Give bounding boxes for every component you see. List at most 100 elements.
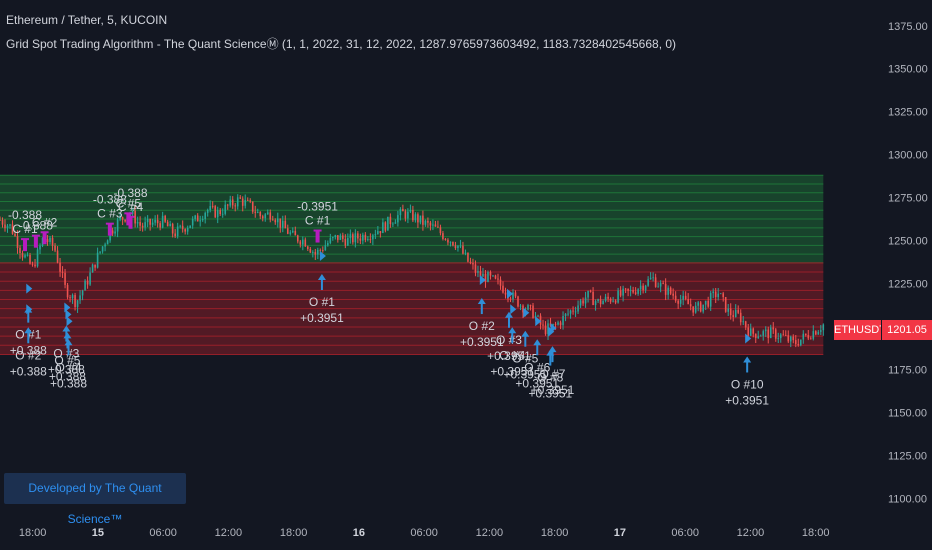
candle-body: [699, 302, 702, 312]
candle-body: [677, 300, 679, 304]
indicator-legend[interactable]: Grid Spot Trading Algorithm - The Quant …: [6, 37, 677, 51]
candle-body: [512, 292, 514, 300]
candle-body: [557, 322, 559, 325]
candle-body: [492, 275, 494, 277]
candle-body: [24, 255, 26, 258]
buy-label: O #1: [309, 295, 335, 309]
candle-body: [564, 313, 567, 316]
candle-body: [482, 273, 484, 277]
candle-body: [76, 300, 79, 307]
candle-body: [234, 205, 237, 207]
candle-body: [547, 323, 549, 335]
candle-body: [121, 217, 124, 220]
price-tick-label: 1150.00: [888, 407, 927, 419]
candle-body: [71, 295, 74, 299]
candle-body: [454, 245, 457, 248]
candle-body: [106, 240, 109, 245]
candle-body: [394, 222, 397, 224]
candle-body: [414, 214, 417, 221]
candle-body: [792, 336, 795, 341]
symbol-label: ETHUSDT: [834, 320, 886, 340]
candle-body: [342, 235, 344, 239]
candle-body: [719, 293, 722, 295]
candle-body: [627, 288, 629, 291]
candle-body: [487, 272, 489, 282]
candle-body: [402, 208, 404, 212]
candle-body: [184, 229, 186, 232]
candle-body: [86, 280, 89, 285]
candle-body: [229, 199, 232, 206]
buy-arrow-head: [508, 327, 517, 334]
time-tick-label: 18:00: [541, 527, 569, 539]
candle-body: [249, 200, 252, 202]
buy-marker: [535, 316, 542, 327]
candle-body: [509, 298, 512, 300]
candle-body: [569, 310, 572, 314]
candle-body: [384, 222, 387, 231]
candle-body: [729, 308, 732, 316]
buy-label: +0.3951: [531, 383, 575, 397]
candle-body: [54, 245, 56, 251]
candle-body: [652, 277, 654, 279]
grid-bands: [0, 174, 824, 355]
candle-body: [822, 324, 825, 331]
time-axis: 18:00 15 06:00 12:00 18:00 16 06:00 12:00 18:00 1…: [19, 527, 830, 539]
candle-body: [151, 222, 154, 225]
candle-body: [219, 210, 222, 215]
candle-body: [412, 209, 414, 221]
candle-body: [424, 220, 427, 225]
buy-label: +0.388: [10, 344, 47, 358]
candle-body: [432, 224, 434, 226]
candle-body: [717, 293, 719, 298]
sell-marker: [42, 232, 47, 245]
candle-body: [309, 248, 312, 253]
candle-body: [539, 315, 542, 325]
buy-arrow-head: [24, 327, 33, 334]
buy-label: +0.3951: [487, 349, 531, 363]
candle-body: [181, 225, 184, 230]
candle-body: [602, 300, 604, 305]
sell-label: C #1: [12, 222, 38, 236]
buy-marker: [523, 307, 530, 318]
candle-body: [797, 344, 800, 346]
candle-body: [687, 299, 689, 305]
candle-body: [694, 305, 697, 313]
candle-body: [372, 235, 374, 240]
candle-body: [99, 251, 101, 253]
candle-body: [269, 212, 272, 220]
sell-label: -0.388: [8, 208, 42, 222]
candle-body: [644, 285, 647, 291]
candle-body: [799, 339, 802, 346]
candle-body: [417, 214, 419, 223]
candle-body: [256, 212, 259, 213]
buy-marker: [510, 304, 517, 315]
candle-body: [812, 331, 815, 339]
candle-body: [544, 325, 547, 335]
candle-body: [459, 245, 462, 247]
candle-body: [357, 233, 359, 239]
candle-body: [574, 311, 577, 313]
candle-body: [609, 298, 612, 302]
candle-body: [732, 315, 735, 318]
candle-body: [409, 209, 412, 212]
candle-body: [124, 219, 126, 222]
candle-body: [111, 230, 114, 234]
candle-body: [727, 308, 730, 312]
candle-body: [322, 250, 324, 251]
sell-marker: [23, 239, 28, 252]
candle-body: [206, 210, 209, 213]
buy-arrow-head: [477, 298, 486, 305]
candle-body: [329, 238, 332, 244]
buy-label: O #4: [499, 348, 525, 362]
candle-body: [632, 289, 634, 293]
candle-body: [259, 212, 262, 217]
sell-marker: [126, 213, 131, 226]
candle-body: [216, 210, 219, 218]
candle-body: [29, 254, 31, 264]
candle-body: [209, 206, 212, 211]
candle-body: [399, 208, 402, 216]
candle-body: [34, 264, 36, 267]
candle-body: [404, 211, 407, 219]
candle-body: [462, 245, 464, 254]
